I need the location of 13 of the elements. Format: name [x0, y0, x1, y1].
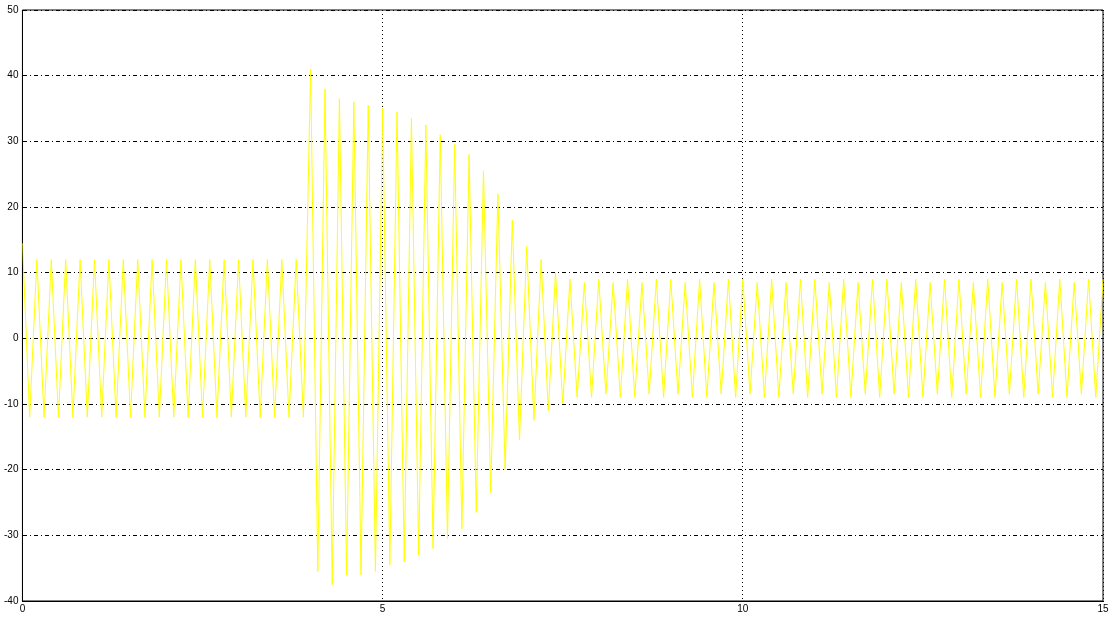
y-tick-label: 40: [7, 69, 19, 81]
y-tick-label: 50: [7, 3, 19, 15]
y-tick-label: 30: [7, 135, 19, 147]
y-tick-label: -20: [4, 463, 19, 475]
y-tick-label: 20: [7, 200, 19, 212]
y-tick-label: 10: [7, 266, 19, 278]
x-tick-label: 10: [737, 602, 749, 614]
y-tick-label: -10: [4, 397, 19, 409]
x-tick-label: 5: [379, 602, 386, 614]
y-tick-label: -30: [4, 529, 19, 541]
x-tick-label: 15: [1097, 602, 1109, 614]
y-tick-label: 0: [12, 332, 19, 344]
y-tick-label: -40: [4, 594, 19, 606]
